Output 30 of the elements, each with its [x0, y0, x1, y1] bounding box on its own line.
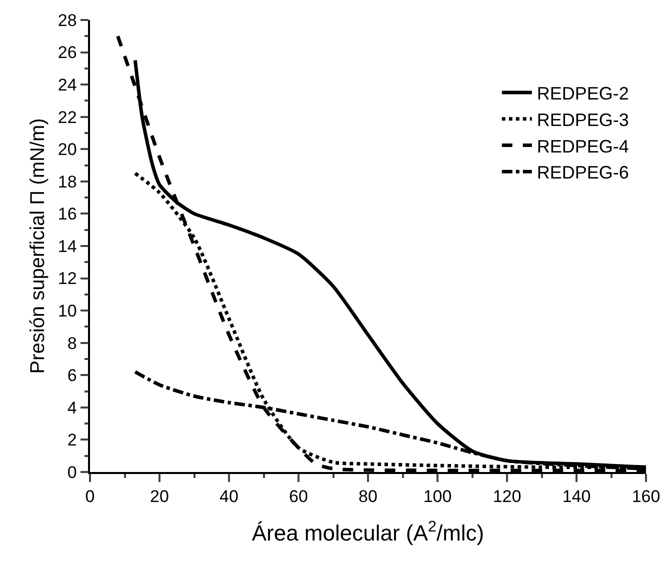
y-tick-label: 28	[58, 10, 77, 30]
x-tick-label: 0	[85, 487, 95, 506]
y-tick-label: 26	[58, 43, 77, 62]
y-axis-title: Presión superficial Π (mN/m)	[26, 118, 49, 374]
x-tick-label: 160	[632, 487, 660, 506]
x-tick-label: 20	[150, 487, 169, 506]
y-tick-label: 14	[58, 236, 77, 256]
y-tick-label: 22	[58, 108, 77, 127]
x-tick-label: 40	[220, 487, 238, 506]
x-axis-title: Área molecular (A$^{2}$/mlc)	[252, 518, 484, 546]
legend-label: REDPEG-4	[536, 136, 629, 156]
x-tick-label: 140	[562, 487, 591, 506]
y-tick-label: 2	[67, 430, 77, 450]
x-tick-label: 120	[492, 487, 522, 506]
y-tick-label: 24	[58, 76, 77, 95]
y-tick-label: 16	[58, 204, 77, 224]
y-tick-label: 12	[58, 269, 77, 288]
y-tick-label: 8	[67, 334, 77, 353]
y-tick-label: 0	[67, 462, 77, 482]
y-tick-label: 10	[58, 302, 77, 321]
y-tick-label: 18	[58, 172, 77, 192]
legend-label: REDPEG-6	[536, 162, 629, 183]
legend-label: REDPEG-2	[536, 83, 629, 104]
y-tick-label: 6	[67, 366, 77, 386]
y-tick-label: 4	[67, 398, 77, 418]
x-tick-label: 80	[358, 487, 378, 506]
x-tick-label: 100	[423, 487, 452, 506]
x-tick-label: 60	[289, 487, 308, 506]
legend-label: REDPEG-3	[536, 110, 629, 130]
y-tick-label: 20	[58, 140, 77, 160]
